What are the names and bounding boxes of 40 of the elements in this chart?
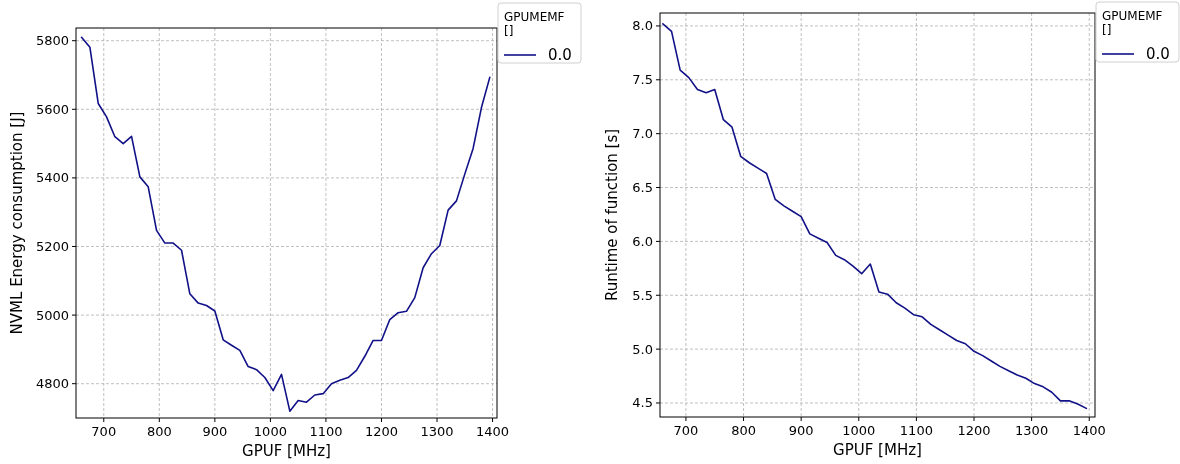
legend-label: 0.0: [548, 46, 572, 64]
y-tick-label: 7.0: [632, 126, 653, 142]
x-tick-label: 1200: [364, 424, 399, 439]
y-tick-label: 7.5: [632, 72, 653, 88]
y-tick-label: 4.5: [632, 395, 653, 411]
x-axis-title: GPUF [MHz]: [242, 442, 331, 460]
x-tick-label: 800: [146, 424, 172, 439]
x-tick-label: 800: [731, 423, 756, 438]
x-tick-label: 1000: [842, 423, 876, 438]
x-tick-label: 1400: [1072, 423, 1106, 438]
y-tick-label: 4800: [35, 376, 69, 392]
y-axis-title: NVML Energy consumption [J]: [8, 111, 26, 335]
y-tick-label: 5600: [35, 101, 69, 117]
y-tick-label: 8.0: [632, 18, 653, 34]
y-tick-label: 5.5: [632, 287, 653, 303]
legend-label: 0.0: [1146, 45, 1170, 63]
x-tick-label: 900: [202, 424, 228, 439]
y-tick-label: 5.0: [632, 341, 653, 357]
y-tick-label: 6.5: [632, 180, 653, 196]
x-tick-label: 700: [673, 423, 699, 438]
x-tick-label: 900: [788, 423, 814, 438]
y-tick-label: 5800: [35, 33, 69, 49]
y-tick-label: 6.0: [632, 233, 653, 249]
x-tick-label: 1000: [253, 424, 287, 439]
y-axis-title: Runtime of function [s]: [603, 128, 621, 302]
legend-title: GPUMEMF []: [504, 10, 565, 38]
y-tick-label: 5400: [35, 170, 69, 186]
line-series: [662, 22, 1088, 410]
legend-title: GPUMEMF []: [1102, 9, 1163, 37]
y-tick-label: 5000: [35, 307, 69, 323]
x-axis-title: GPUF [MHz]: [833, 441, 922, 459]
x-tick-label: 1300: [420, 424, 454, 439]
x-tick-label: 1200: [957, 423, 991, 438]
x-tick-label: 1300: [1015, 423, 1049, 438]
line-series: [80, 36, 491, 412]
x-tick-label: 1100: [899, 423, 933, 438]
y-tick-label: 5200: [35, 239, 69, 254]
x-tick-label: 1100: [309, 424, 343, 439]
x-tick-label: 700: [91, 424, 117, 439]
x-tick-label: 1400: [476, 424, 510, 439]
